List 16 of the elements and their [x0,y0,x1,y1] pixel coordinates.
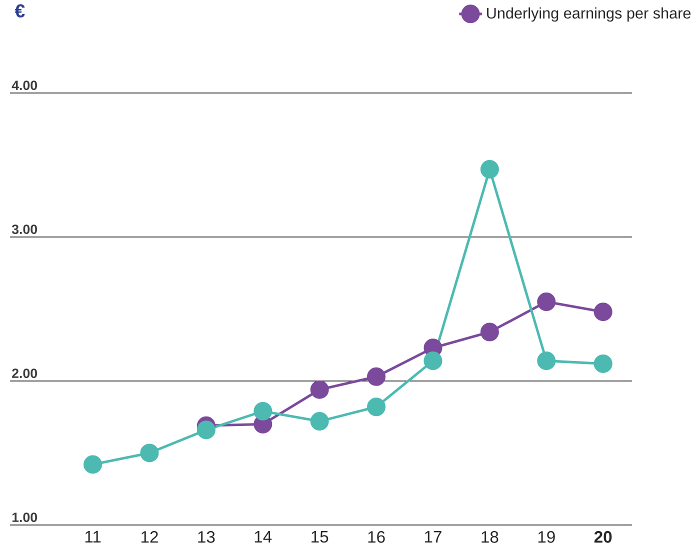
y-tick-label: 4.00 [12,80,38,90]
x-tick-label: 18 [482,531,498,543]
x-tick-label: 17 [424,531,442,542]
x-tick-label: 16 [368,531,385,543]
x-tick-label: 12 [141,531,158,543]
y-tick-label: 1.00 [12,512,38,522]
y-tick-label: 3.00 [12,224,38,234]
x-tick-label: 20 [594,531,612,543]
x-tick-label: 11 [85,531,101,542]
legend-label: Underlying earnings per share [487,7,691,22]
y-axis-title: € [14,4,25,18]
y-tick-label: 2.00 [12,368,38,378]
x-tick-label: 14 [254,531,272,542]
x-tick-label: 13 [198,531,215,543]
x-tick-label: 15 [312,531,328,543]
x-tick-label: 19 [538,531,555,543]
